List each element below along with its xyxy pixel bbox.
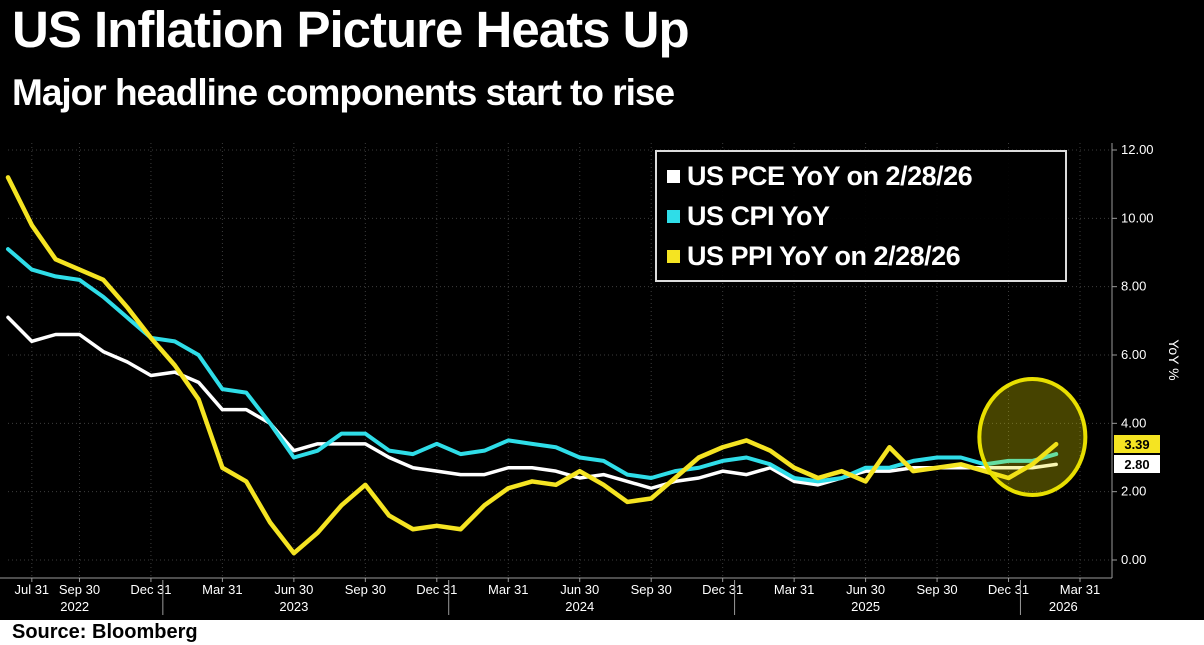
x-axis-tick-label: Mar 31 [1060,582,1100,597]
cpi-series-swatch-icon [667,209,680,223]
x-axis-year-label: 2023 [279,599,308,614]
pce-series-swatch-icon [667,169,680,183]
x-axis-tick-label: Dec 31 [130,582,171,597]
legend-item-ppi-label: US PPI YoY on 2/28/26 [687,240,961,271]
legend: US PCE YoY on 2/28/26 US CPI YoY US PPI … [655,150,1067,282]
series-line-ppi [5,175,1059,556]
legend-item-ppi: US PPI YoY on 2/28/26 [667,236,1055,276]
x-axis-year-label: 2026 [1049,599,1078,614]
source-text: Source: Bloomberg [12,621,198,643]
source-strip: Source: Bloomberg [0,620,1204,645]
x-axis-tick-label: Jun 30 [274,582,313,597]
legend-item-cpi-label: US CPI YoY [687,200,830,231]
y-axis-tick-label: 10.00 [1121,210,1154,225]
x-axis-tick-label: Dec 31 [702,582,743,597]
series-line-cpi [6,247,1059,484]
y-axis-tick-label: 4.00 [1121,415,1146,430]
x-axis-tick-label: Jul 31 [14,582,49,597]
x-axis-tick-label: Jun 30 [560,582,599,597]
x-axis-tick-label: Sep 30 [631,582,672,597]
ppi-series-swatch-icon [667,249,680,263]
ppi-last-value-badge: 3.39 [1114,435,1160,454]
x-axis-tick-label: Mar 31 [488,582,528,597]
y-axis-tick-label: 12.00 [1121,142,1154,157]
x-axis-year-label: 2025 [851,599,880,614]
legend-item-pce-label: US PCE YoY on 2/28/26 [687,160,973,191]
chart-subtitle: Major headline components start to rise [12,72,675,113]
series-line-pce [6,315,1058,490]
highlight-circle-annotation [977,377,1088,497]
x-axis-tick-label: Mar 31 [774,582,814,597]
x-axis-year-label: 2024 [565,599,594,614]
x-axis-tick-label: Dec 31 [988,582,1029,597]
y-axis-tick-label: 6.00 [1121,347,1146,362]
legend-item-cpi: US CPI YoY [667,196,1055,236]
y-axis-title: YoY % [1166,339,1182,381]
x-axis-tick-label: Sep 30 [59,582,100,597]
x-axis-tick-label: Jun 30 [846,582,885,597]
x-axis-tick-label: Sep 30 [345,582,386,597]
y-axis-tick-label: 8.00 [1121,279,1146,294]
chart-title: US Inflation Picture Heats Up [12,1,690,58]
y-axis-tick-label: 2.00 [1121,484,1146,499]
x-axis-tick-label: Mar 31 [202,582,242,597]
x-axis-tick-label: Dec 31 [416,582,457,597]
x-axis-year-label: 2022 [60,599,89,614]
pce-last-value-badge: 2.80 [1114,455,1160,474]
legend-item-pce: US PCE YoY on 2/28/26 [667,156,1055,196]
x-axis-tick-label: Sep 30 [916,582,957,597]
y-axis-tick-label: 0.00 [1121,552,1146,567]
